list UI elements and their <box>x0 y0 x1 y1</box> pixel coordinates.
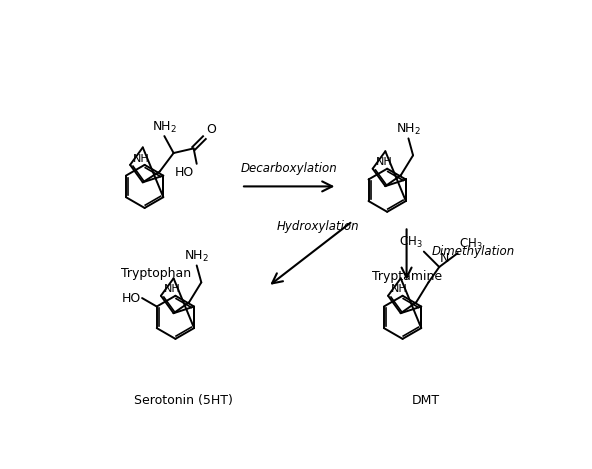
Text: CH$_3$: CH$_3$ <box>459 236 483 251</box>
Text: NH$_2$: NH$_2$ <box>396 122 421 137</box>
Text: Tryptamine: Tryptamine <box>372 270 442 282</box>
Text: NH: NH <box>133 153 150 164</box>
Text: HO: HO <box>175 166 194 179</box>
Text: DMT: DMT <box>412 394 440 407</box>
Text: CH$_3$: CH$_3$ <box>398 235 422 250</box>
Text: Hydroxylation: Hydroxylation <box>276 219 359 233</box>
Text: NH: NH <box>163 285 181 295</box>
Text: Serotonin (5HT): Serotonin (5HT) <box>134 394 233 407</box>
Text: NH: NH <box>375 158 392 167</box>
Text: Dimethylation: Dimethylation <box>431 245 514 258</box>
Text: Decarboxylation: Decarboxylation <box>240 162 337 175</box>
Text: N: N <box>440 252 449 265</box>
Text: NH$_2$: NH$_2$ <box>184 249 209 264</box>
Text: O: O <box>207 123 217 136</box>
Text: NH$_2$: NH$_2$ <box>152 120 177 135</box>
Text: HO: HO <box>121 292 140 304</box>
Text: Tryptophan: Tryptophan <box>121 267 191 280</box>
Text: NH: NH <box>391 285 407 295</box>
